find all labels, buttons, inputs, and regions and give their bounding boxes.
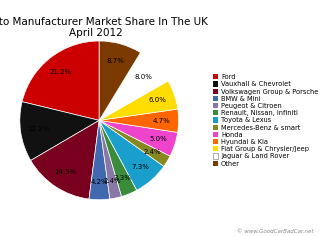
Text: 3.3%: 3.3%: [114, 175, 132, 181]
Wedge shape: [99, 120, 164, 190]
Text: 2.4%: 2.4%: [103, 178, 121, 184]
Wedge shape: [99, 41, 140, 120]
Wedge shape: [99, 53, 168, 120]
Wedge shape: [31, 120, 99, 199]
Text: © www.GoodCarBadCar.net: © www.GoodCarBadCar.net: [237, 229, 314, 234]
Legend: Ford, Vauxhall & Chevrolet, Volkswagen Group & Porsche, BMW & Mini, Peugeot & Ci: Ford, Vauxhall & Chevrolet, Volkswagen G…: [212, 73, 320, 168]
Text: Auto Manufacturer Market Share In The UK
April 2012: Auto Manufacturer Market Share In The UK…: [0, 17, 207, 38]
Text: 14.5%: 14.5%: [54, 169, 76, 175]
Text: 7.3%: 7.3%: [131, 164, 149, 170]
Wedge shape: [99, 120, 137, 197]
Wedge shape: [99, 109, 179, 132]
Wedge shape: [99, 120, 170, 166]
Text: 6.0%: 6.0%: [149, 97, 167, 103]
Text: 2.4%: 2.4%: [143, 149, 161, 155]
Text: 8.0%: 8.0%: [135, 74, 153, 80]
Wedge shape: [99, 81, 178, 120]
Wedge shape: [22, 41, 99, 120]
Text: 4.2%: 4.2%: [91, 179, 108, 185]
Wedge shape: [20, 102, 99, 160]
Text: 4.7%: 4.7%: [152, 118, 170, 124]
Text: 8.7%: 8.7%: [107, 58, 125, 64]
Wedge shape: [89, 120, 110, 200]
Wedge shape: [99, 120, 122, 199]
Text: 12.2%: 12.2%: [27, 126, 49, 132]
Text: 21.2%: 21.2%: [50, 69, 72, 75]
Text: 5.0%: 5.0%: [149, 136, 167, 142]
Wedge shape: [99, 120, 178, 156]
